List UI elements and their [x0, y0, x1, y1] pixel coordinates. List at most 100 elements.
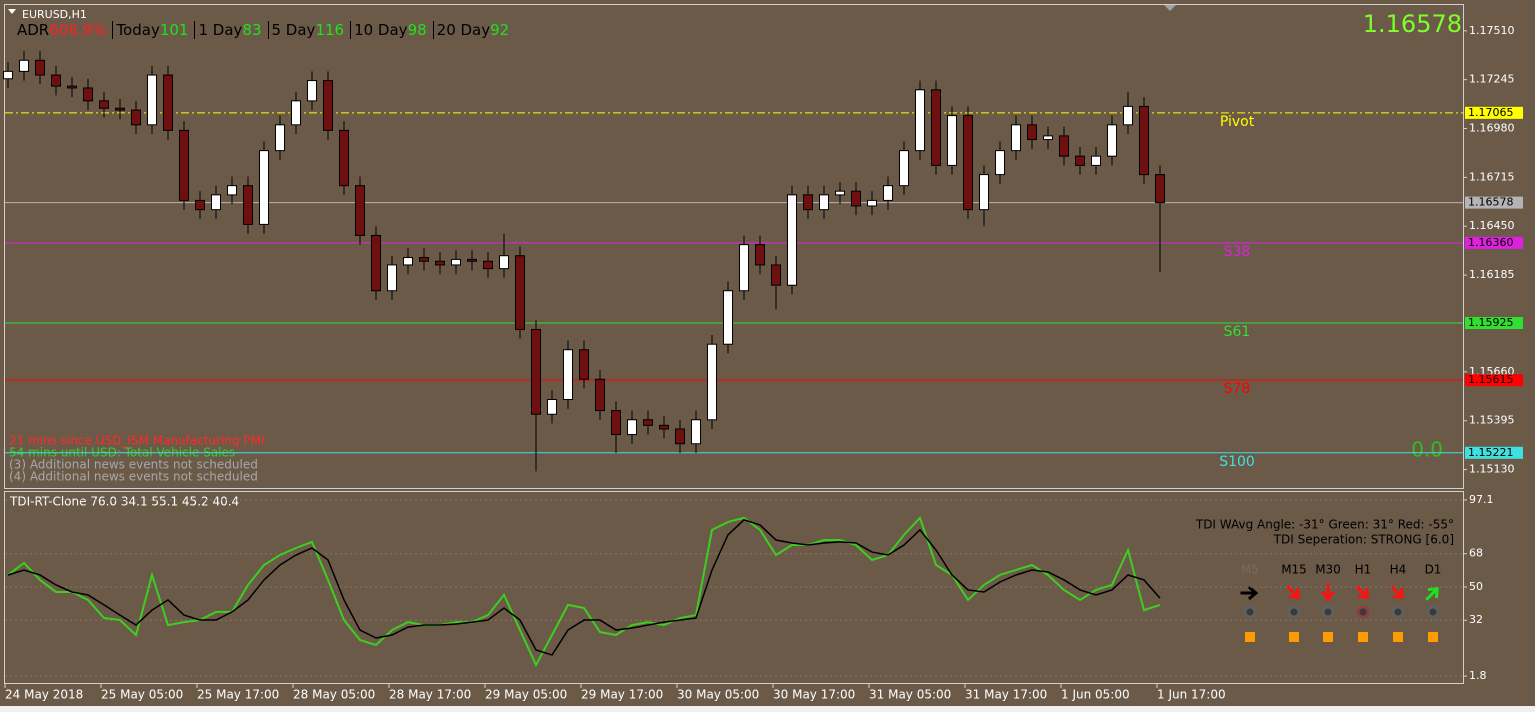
menu-arrow[interactable]: [8, 9, 16, 14]
x-tick-label: 30 May 17:00: [773, 688, 855, 702]
candle-body: [435, 260, 445, 266]
dot: [1243, 605, 1257, 619]
level-price-box: [1465, 374, 1523, 387]
candle-body: [627, 419, 637, 436]
candle-body: [899, 150, 909, 187]
y-tick-label: 32: [1469, 613, 1483, 626]
candle-body: [19, 59, 29, 72]
x-tick-label: 24 May 2018: [5, 688, 83, 702]
candle-body: [227, 185, 237, 196]
candle-body: [723, 290, 733, 345]
candle-body: [515, 255, 525, 330]
x-tick-label: 29 May 05:00: [485, 688, 567, 702]
candle-body: [883, 185, 893, 201]
x-tick-label: 31 May 17:00: [965, 688, 1047, 702]
candle-body: [739, 244, 749, 292]
candle-body: [979, 174, 989, 211]
level-price-label: 1.15221: [1468, 446, 1514, 459]
adr-item: 10 Day98: [350, 21, 433, 39]
level-name: S61: [1224, 324, 1251, 340]
news-line: 21 mins since USD_ISM Manufacturing PMI: [9, 434, 265, 448]
indicator-title: TDI-RT-Clone 76.0 34.1 55.1 45.2 40.4: [9, 495, 239, 509]
candle-body: [851, 190, 861, 207]
square: [1245, 632, 1255, 642]
candle-body: [275, 124, 285, 152]
y-tick-label: 1.16185: [1469, 268, 1515, 281]
main-frame: [4, 4, 1464, 489]
candle-body: [819, 194, 829, 211]
dot: [1391, 605, 1405, 619]
timeframe-label: H4: [1390, 563, 1407, 577]
candle-body: [563, 349, 573, 401]
candle-body: [323, 80, 333, 131]
x-tick-label: 25 May 05:00: [101, 688, 183, 702]
candle-body: [291, 100, 301, 126]
candle-body: [1043, 135, 1053, 141]
zero-display: 0.0: [1411, 438, 1443, 462]
adr-label: 1 Day: [198, 21, 243, 39]
candle-body: [1139, 105, 1149, 176]
x-tick-label: 1 Jun 17:00: [1157, 688, 1226, 702]
square: [1393, 632, 1403, 642]
y-tick-label: 1.15395: [1469, 414, 1515, 427]
tdi-line: [7, 519, 1161, 656]
y-tick-label: 68: [1469, 547, 1483, 560]
timeframe-label: D1: [1425, 563, 1442, 577]
adr-label: ADR: [17, 21, 50, 39]
timeframe-label: M15: [1281, 563, 1307, 577]
y-tick-label: 1.8: [1469, 669, 1487, 682]
candle-body: [611, 410, 621, 436]
x-tick-label: 25 May 17:00: [197, 688, 279, 702]
candle-body: [179, 129, 189, 201]
candle-body: [195, 199, 205, 211]
y-tick-label: 97.1: [1469, 493, 1494, 506]
adr-label: 20 Day: [436, 21, 491, 39]
x-tick-label: 30 May 05:00: [677, 688, 759, 702]
candle-body: [499, 255, 509, 270]
tdi-info: TDI WAvg Angle: -31° Green: 31° Red: -55…: [1195, 518, 1454, 532]
candle-body: [595, 378, 605, 412]
dot: [1356, 605, 1370, 619]
news-line: (4) Additional news events not scheduled: [9, 470, 258, 484]
adr-bar: ADR606.9% Today101 1 Day83 5 Day116 10 Day98…: [14, 21, 515, 39]
candle-body: [1123, 105, 1133, 126]
level-name: S38: [1224, 244, 1251, 260]
candle-body: [83, 87, 93, 102]
timeframe-label: M30: [1315, 563, 1341, 577]
candle-body: [771, 264, 781, 286]
candle-body: [99, 100, 109, 109]
candle-body: [963, 115, 973, 211]
candle-body: [691, 419, 701, 445]
arrow: [1355, 585, 1369, 599]
candle-body: [339, 129, 349, 187]
square: [1323, 632, 1333, 642]
y-tick-label: 1.16450: [1469, 219, 1515, 232]
news-line: (3) Additional news events not scheduled: [9, 458, 258, 472]
candle-body: [1091, 155, 1101, 166]
x-tick-label: 29 May 17:00: [581, 688, 663, 702]
candle-body: [803, 194, 813, 211]
arrow: [1286, 585, 1300, 599]
candle-body: [259, 150, 269, 225]
level-price-label: 1.15925: [1468, 316, 1514, 329]
x-tick-label: 28 May 17:00: [389, 688, 471, 702]
candle-body: [51, 74, 61, 87]
candle-body: [387, 264, 397, 292]
candle-body: [995, 150, 1005, 176]
tdi-info: TDI Seperation: STRONG [6.0]: [1273, 533, 1454, 547]
level-price-box: [1465, 446, 1523, 459]
level-name: S100: [1219, 454, 1255, 470]
level-price-label: 1.16360: [1468, 236, 1514, 249]
candle-body: [579, 349, 589, 380]
candle-body: [947, 115, 957, 166]
candle-body: [147, 74, 157, 126]
candle-body: [1107, 124, 1117, 157]
x-tick-label: 31 May 05:00: [869, 688, 951, 702]
price-display: 1.16578: [1363, 10, 1462, 38]
level-price-box: [1465, 196, 1523, 209]
y-tick-label: 1.17245: [1469, 73, 1515, 86]
dot: [1321, 605, 1335, 619]
y-tick-label: 1.16980: [1469, 122, 1515, 135]
candle-body: [403, 257, 413, 266]
